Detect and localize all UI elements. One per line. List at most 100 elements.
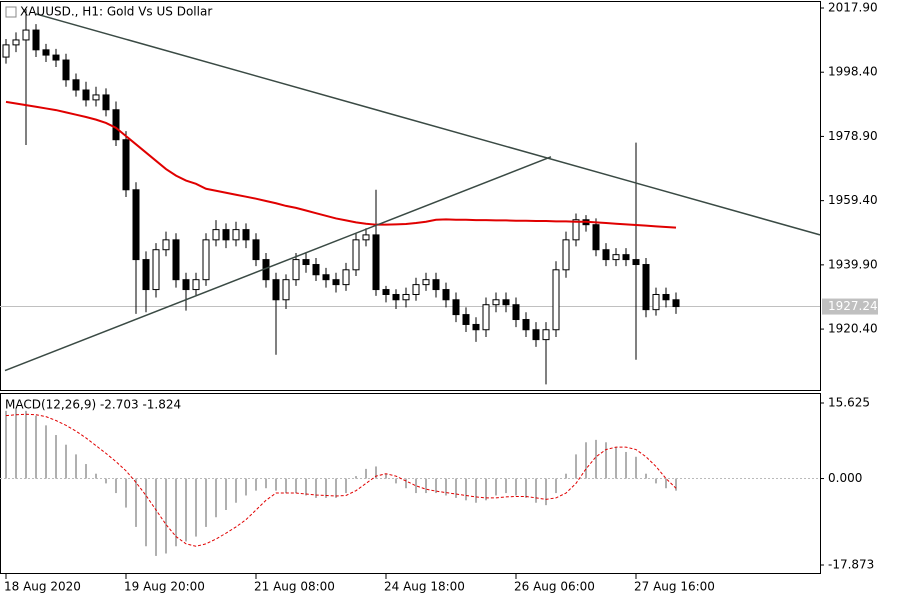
- macd-bar: [145, 478, 147, 547]
- macd-bar: [165, 478, 167, 554]
- candle-body: [132, 189, 140, 261]
- candle-body: [642, 264, 650, 311]
- candle-body: [652, 293, 660, 311]
- candle-body: [202, 239, 210, 281]
- macd-bar: [355, 476, 357, 479]
- macd-bar: [235, 478, 237, 503]
- candle-body: [112, 109, 120, 141]
- candle-body: [302, 259, 310, 266]
- macd-bar: [595, 439, 597, 479]
- x-tick-label: 24 Aug 18:00: [384, 580, 465, 594]
- macd-bar: [535, 478, 537, 503]
- candle-body: [412, 284, 420, 295]
- candle-body: [12, 39, 20, 46]
- macd-bar: [555, 478, 557, 494]
- candle-body: [672, 299, 680, 308]
- y-tick-label: 0.000: [828, 471, 862, 485]
- x-tick-label: 19 Aug 20:00: [124, 580, 205, 594]
- macd-bar: [125, 478, 127, 508]
- candle-body: [542, 329, 550, 341]
- macd-bar: [345, 478, 347, 494]
- macd-bar: [655, 478, 657, 484]
- candle-body: [562, 239, 570, 271]
- macd-bar: [95, 473, 97, 479]
- macd-bar: [405, 478, 407, 489]
- macd-bar: [525, 478, 527, 498]
- candle-body: [402, 293, 410, 301]
- candle-body: [292, 259, 300, 281]
- y-tick-label: 1920.40: [828, 322, 878, 336]
- macd-label: MACD(12,26,9) -2.703 -1.824: [5, 398, 181, 412]
- candle-body: [612, 254, 620, 261]
- y-tick-label: 2017.90: [828, 0, 878, 14]
- candle-body: [592, 224, 600, 251]
- macd-bar: [295, 478, 297, 494]
- candle-body: [282, 279, 290, 301]
- macd-bar: [365, 468, 367, 479]
- candle-body: [422, 279, 430, 286]
- y-tick-label: 1959.40: [828, 193, 878, 207]
- candle-body: [322, 274, 330, 281]
- x-tick-label: 21 Aug 08:00: [254, 580, 335, 594]
- macd-bar: [265, 478, 267, 489]
- macd-bar: [425, 478, 427, 494]
- candle-body: [272, 279, 280, 301]
- y-tick-label: 15.625: [828, 395, 870, 409]
- y-tick-label: -17.873: [828, 557, 874, 571]
- plot-layer: 2017.90 1998.40 1978.90 1959.40 1939.90 1920.…: [0, 0, 878, 594]
- candle-body: [252, 239, 260, 261]
- candle-body: [352, 239, 360, 271]
- macd-bar: [565, 473, 567, 479]
- macd-bar: [605, 442, 607, 479]
- candle-body: [102, 94, 110, 111]
- candle-body: [182, 279, 190, 291]
- candle-body: [72, 79, 80, 91]
- macd-bar: [465, 478, 467, 501]
- macd-bar: [485, 478, 487, 501]
- macd-bar: [385, 473, 387, 479]
- macd-bar: [645, 473, 647, 479]
- macd-bar: [415, 478, 417, 494]
- candle-body: [552, 269, 560, 331]
- macd-bar: [545, 478, 547, 506]
- candle-body: [572, 219, 580, 241]
- macd-bar: [395, 478, 397, 484]
- macd-bar: [135, 478, 137, 527]
- candle-body: [42, 49, 50, 56]
- macd-bar: [585, 442, 587, 479]
- macd-panel: [0, 393, 821, 574]
- candle-body: [502, 299, 510, 306]
- x-tick-label: 18 Aug 2020: [4, 580, 81, 594]
- macd-bar: [315, 478, 317, 498]
- macd-bar: [75, 454, 77, 479]
- candle-body: [152, 249, 160, 291]
- macd-bar: [25, 410, 27, 479]
- candle-body: [192, 279, 200, 291]
- candle-body: [332, 279, 340, 286]
- macd-bar: [285, 478, 287, 494]
- candle-body: [382, 289, 390, 295]
- price-panel: [0, 1, 821, 391]
- macd-bar: [205, 478, 207, 527]
- macd-bar: [185, 478, 187, 542]
- macd-bar: [225, 478, 227, 510]
- candle-body: [512, 304, 520, 321]
- candle-body: [162, 239, 170, 251]
- candle-body: [522, 319, 530, 331]
- symbol-icon: [5, 6, 17, 18]
- macd-bar: [445, 478, 447, 496]
- candle-body: [312, 264, 320, 276]
- macd-bar: [65, 444, 67, 479]
- y-tick-label: 1978.90: [828, 129, 878, 143]
- macd-bar: [305, 478, 307, 496]
- macd-bar: [175, 478, 177, 547]
- candle-body: [452, 299, 460, 316]
- trendline: [35, 13, 821, 236]
- macd-signal: [5, 413, 677, 547]
- candle-body: [222, 229, 230, 241]
- candle-body: [122, 139, 130, 191]
- candle-body: [472, 323, 480, 331]
- candle-body: [2, 44, 10, 58]
- macd-bar: [335, 478, 337, 498]
- candle-body: [532, 329, 540, 341]
